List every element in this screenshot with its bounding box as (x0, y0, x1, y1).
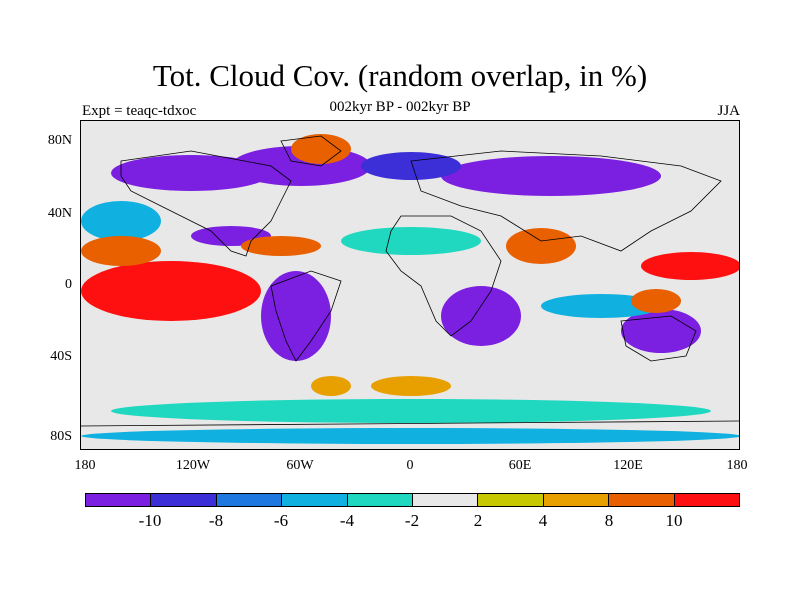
coastlines (81, 135, 739, 427)
colorbar-label: 2 (473, 511, 483, 530)
patch (631, 289, 681, 313)
south-america-coast (270, 270, 342, 362)
lat-label: 40N (47, 206, 72, 221)
colorbar-label: 10 (665, 511, 683, 530)
lat-label: 80N (47, 133, 72, 148)
colorbar-label: -2 (404, 511, 420, 530)
patch (111, 155, 271, 191)
colorbar-label: -4 (339, 511, 355, 530)
lon-label: 60W (286, 458, 314, 473)
lon-label: 60E (508, 458, 532, 473)
colorbar-swatch (216, 494, 283, 506)
patch (241, 236, 321, 256)
lat-label: 40S (50, 349, 72, 364)
patch (81, 201, 161, 241)
patch (541, 294, 661, 318)
patch (621, 309, 701, 353)
plot-subtitle: 002kyr BP - 002kyr BP (329, 99, 471, 115)
colorbar-swatch (543, 494, 610, 506)
colorbar-label: -10 (138, 511, 162, 530)
colorbar-swatch (609, 494, 675, 506)
greenland-coast (280, 135, 342, 167)
colorbar-label: -6 (273, 511, 289, 530)
patch (291, 134, 351, 164)
colorbar-swatch (151, 494, 217, 506)
lon-label: 180 (74, 458, 96, 473)
colorbar-swatch (282, 494, 348, 506)
patch (261, 271, 331, 361)
australia-coast (620, 315, 697, 362)
lon-label: 180 (726, 458, 748, 473)
season-label: JJA (717, 103, 740, 119)
patch (311, 376, 351, 396)
lat-label: 0 (65, 277, 72, 292)
patch (641, 252, 739, 280)
patch (506, 228, 576, 264)
lon-label: 120E (613, 458, 643, 473)
patch (441, 286, 521, 346)
colorbar-swatch (674, 494, 740, 506)
cloud-cover-map (81, 134, 739, 444)
patch (371, 376, 451, 396)
patch (441, 156, 661, 196)
lon-label: 0 (406, 458, 414, 473)
patch (361, 152, 461, 180)
colorbar-swatch (347, 494, 414, 506)
colorbar-swatch (478, 494, 544, 506)
patch (341, 227, 481, 255)
north-america-coast (120, 150, 292, 257)
anomaly-patches (81, 134, 739, 444)
lon-label: 120W (175, 458, 211, 473)
patch (81, 236, 161, 266)
colorbar-swatch (413, 494, 479, 506)
map-panel (80, 120, 740, 450)
lat-label: 80S (50, 429, 72, 444)
africa-coast (385, 215, 502, 337)
antarctica-coast (81, 420, 739, 427)
patch (111, 399, 711, 423)
experiment-label: Expt = teaqc-tdxoc (82, 103, 197, 119)
colorbar-swatch (86, 494, 152, 506)
colorbar-label: 4 (538, 511, 548, 530)
patch (81, 261, 261, 321)
eurasia-coast (410, 150, 722, 252)
colorbar-label: -8 (208, 511, 224, 530)
colorbar (85, 493, 740, 507)
colorbar-label: 8 (604, 511, 614, 530)
patch (81, 428, 739, 444)
plot-title: Tot. Cloud Cov. (random overlap, in %) (152, 58, 648, 93)
